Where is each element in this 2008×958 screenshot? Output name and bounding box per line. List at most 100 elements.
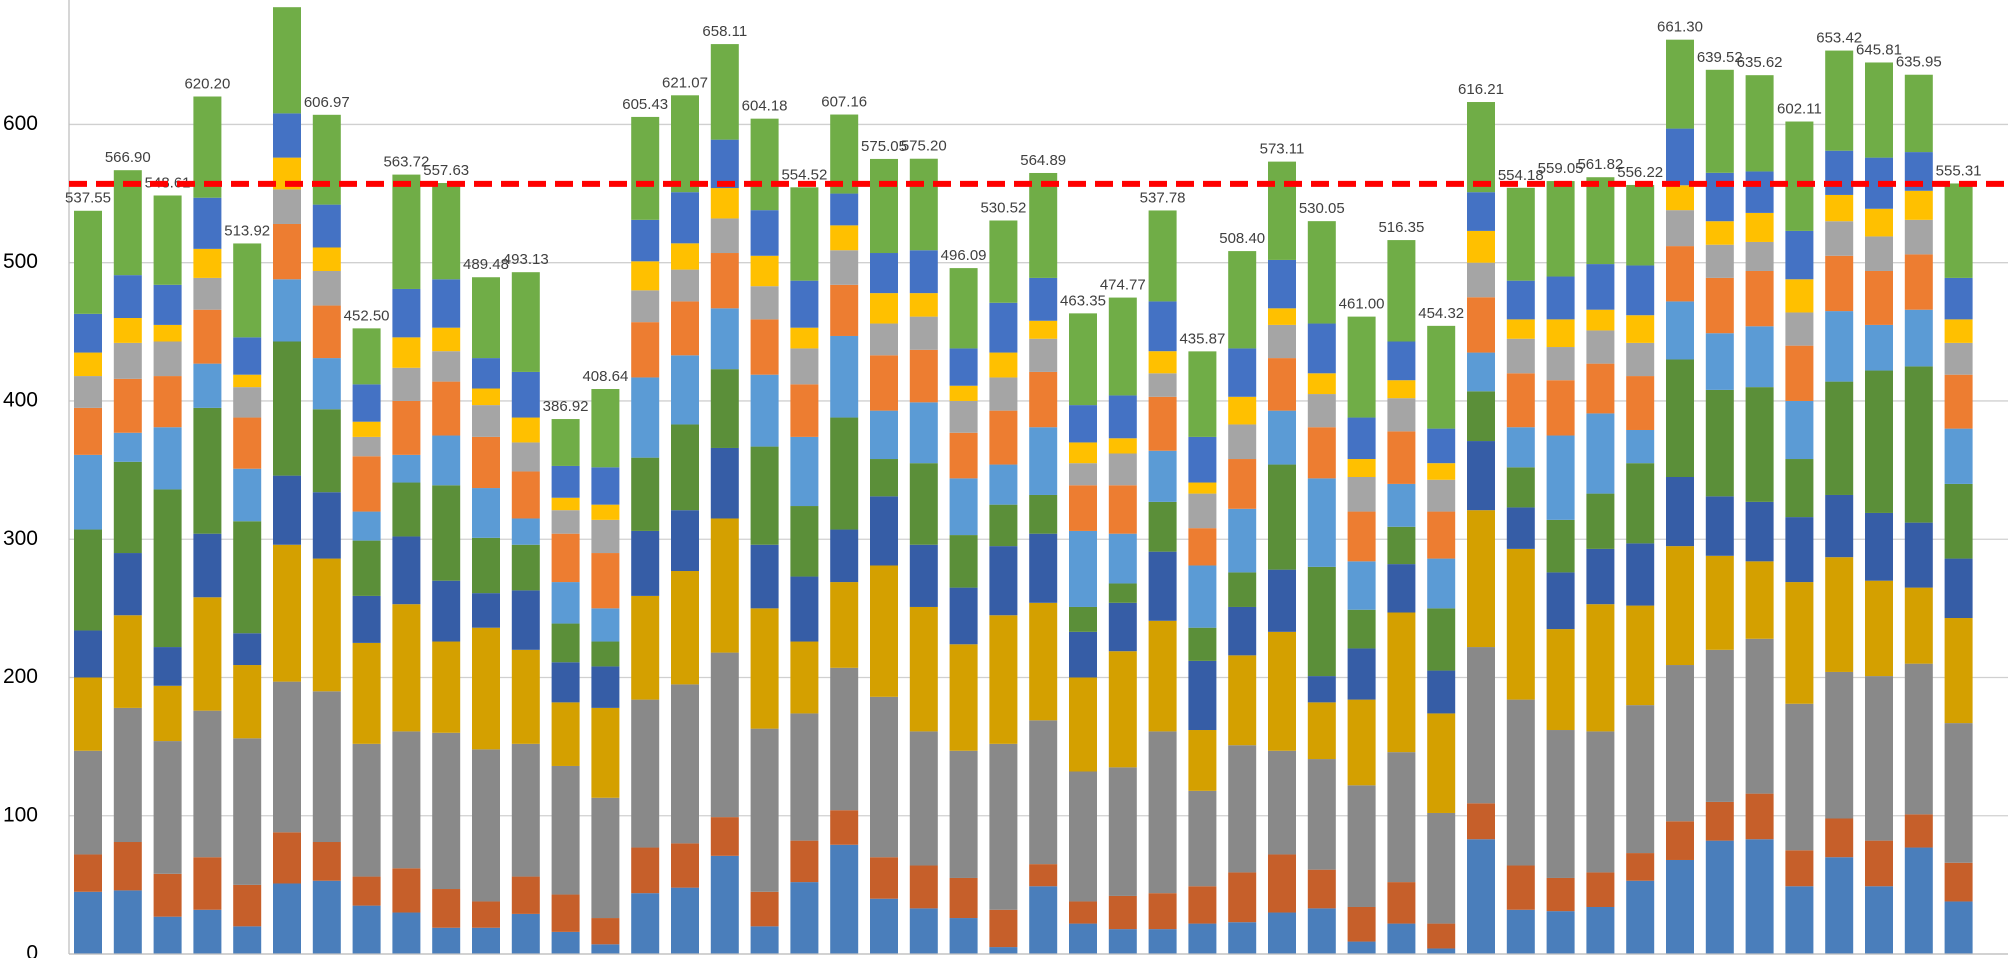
bar-segment [1546, 911, 1575, 954]
bar-segment [1506, 319, 1535, 339]
bar-segment [432, 183, 461, 280]
bar-segment [830, 225, 859, 251]
total-label: 554.52 [781, 166, 827, 183]
bar-segment [1785, 850, 1814, 887]
bar-segment [1865, 886, 1893, 954]
bar-segment [551, 465, 580, 498]
bar-segment [1666, 39, 1694, 129]
bar-segment [1108, 583, 1137, 603]
bar-segment [1626, 184, 1655, 266]
bar-segment [551, 931, 580, 954]
bar-segment [511, 544, 540, 591]
bar-segment [1069, 463, 1097, 486]
bar-segment [710, 447, 739, 519]
bar-segment [1865, 236, 1893, 271]
bar-segment [153, 376, 182, 428]
bar-segment [1626, 265, 1655, 316]
bar-segment [1626, 605, 1655, 706]
bar-segment [1347, 906, 1376, 942]
bar-segment [1666, 185, 1694, 211]
bar-segment [1069, 485, 1097, 531]
bar-segment [74, 210, 102, 314]
bar-segment [1148, 620, 1177, 732]
bar-segment [1825, 255, 1854, 312]
bar-segment [153, 195, 182, 285]
bar-segment [1427, 670, 1456, 714]
bar-segment [153, 427, 182, 490]
bar-segment [1705, 840, 1734, 954]
bar-segment [1666, 477, 1694, 547]
bar-segment [1785, 459, 1814, 518]
bar-segment [1307, 566, 1336, 677]
bar-segment [74, 454, 102, 530]
bar-segment [1188, 482, 1217, 494]
bar-segment [1666, 246, 1694, 302]
bar-segment [1944, 319, 1973, 343]
bar-segment [1268, 161, 1296, 260]
bar-segment [989, 410, 1018, 465]
bar-segment [1427, 608, 1456, 671]
bar-segment [750, 891, 779, 927]
total-label: 452.50 [344, 307, 390, 324]
bar-segment [1228, 251, 1257, 349]
bar-segment [830, 284, 859, 336]
bar-segment [1865, 370, 1893, 513]
bar-segment [750, 286, 779, 320]
total-label: 461.00 [1339, 296, 1385, 313]
total-label: 556.22 [1617, 164, 1663, 181]
bar-segment [74, 750, 102, 855]
bar-segment [511, 371, 540, 418]
bar-segment [1148, 551, 1177, 621]
bar-segment [392, 912, 421, 954]
total-label: 635.62 [1737, 54, 1783, 71]
bar-segment [1228, 459, 1257, 509]
bar-segment [790, 384, 819, 437]
bar-segment [1546, 629, 1575, 731]
bar-segment [909, 606, 938, 732]
bar-segment [1148, 450, 1177, 502]
bar-segment [830, 810, 859, 845]
bar-segment [1307, 394, 1336, 428]
bar-segment [432, 327, 461, 352]
bar-segment [591, 389, 620, 468]
bar-segment [1268, 324, 1296, 359]
bar-segment [790, 576, 819, 642]
bar-segment [1745, 326, 1774, 388]
bar-segment [1666, 128, 1694, 186]
bar-segment [1904, 663, 1933, 815]
bar-segment [1506, 467, 1535, 508]
bar-segment [949, 644, 978, 751]
bar-segment [392, 482, 421, 537]
bar-segment [1546, 730, 1575, 878]
total-label: 684.80 [264, 0, 310, 3]
bar-segment [1188, 886, 1217, 924]
bar-segment [1347, 648, 1376, 700]
bar-segment [671, 571, 699, 685]
bar-segment [1745, 793, 1774, 840]
bar-segment [710, 218, 739, 254]
bar-segment [750, 210, 779, 256]
bar-segment [1626, 342, 1655, 377]
bar-segment [1108, 895, 1137, 930]
bar-segment [472, 749, 500, 902]
bar-segment [392, 174, 421, 289]
bar-segment [273, 113, 301, 158]
bar-segment [352, 595, 381, 643]
bar-segment [352, 328, 381, 385]
total-label: 573.11 [1260, 141, 1305, 158]
bar-segment [909, 250, 938, 294]
bar-segment [273, 475, 301, 545]
bar-segment [1825, 557, 1854, 672]
bar-segment [1347, 941, 1376, 954]
bar-segment [432, 485, 461, 581]
bar-segment [511, 876, 540, 914]
bar-segment [472, 488, 500, 538]
bar-segment [671, 95, 699, 193]
bar-segment [1745, 212, 1774, 242]
bar-segment [551, 765, 580, 895]
bar-segment [273, 223, 301, 280]
bar-segment [710, 518, 739, 653]
bar-segment [1148, 731, 1177, 894]
bar-segment [1506, 507, 1535, 549]
bar-segment [1188, 660, 1217, 731]
